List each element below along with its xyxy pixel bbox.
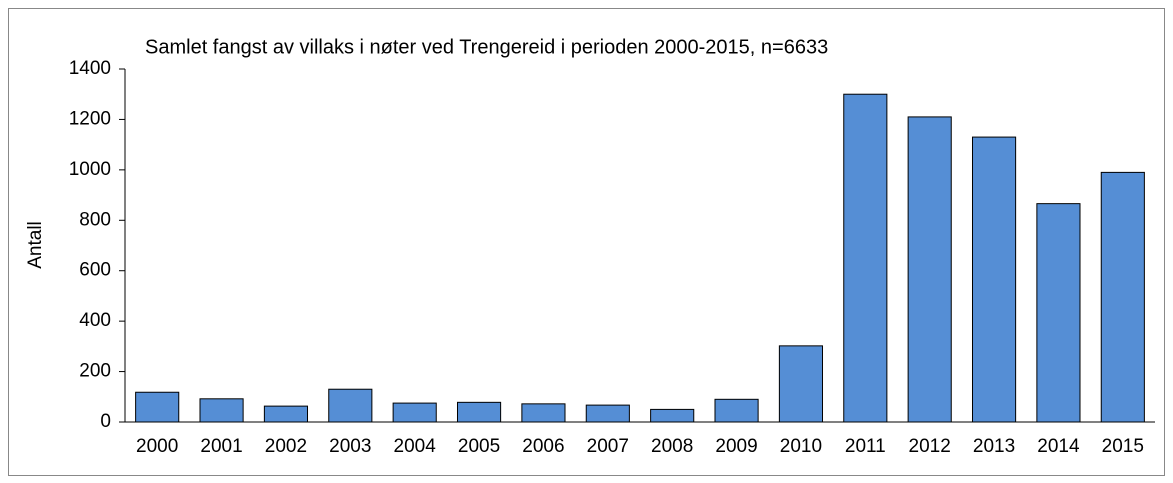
bar	[456, 401, 502, 423]
x-tick-label: 2000	[136, 436, 178, 457]
x-tick-label: 2011	[845, 436, 886, 457]
y-tick-label: 200	[79, 361, 111, 382]
chart-border	[8, 8, 1165, 476]
y-tick-label: 1200	[69, 108, 111, 129]
bar	[328, 388, 373, 423]
bar	[778, 345, 824, 423]
chart-title: Samlet fangst av villaks i nøter ved Tre…	[145, 36, 828, 58]
x-tick-label: 2005	[458, 436, 500, 457]
bar	[907, 116, 952, 423]
bar	[135, 391, 180, 423]
bar	[1036, 203, 1081, 423]
x-tick-label: 2012	[909, 436, 951, 457]
bar	[1100, 171, 1145, 423]
x-tick-label: 2004	[394, 436, 437, 457]
y-tick-label: 800	[79, 209, 111, 230]
x-tick-label: 2007	[587, 436, 629, 457]
bar	[392, 402, 437, 423]
y-tick-label: 1000	[69, 159, 111, 180]
x-tick-label: 2014	[1037, 436, 1080, 457]
x-tick-label: 2001	[200, 436, 242, 457]
x-tick-label: 2010	[780, 436, 822, 457]
x-tick-label: 2003	[329, 436, 371, 457]
y-tick-label: 400	[79, 310, 111, 331]
x-tick-label: 2015	[1102, 436, 1144, 457]
bar	[971, 136, 1017, 423]
y-tick-label: 0	[100, 411, 111, 432]
y-axis-label: Antall	[25, 221, 46, 269]
x-tick-label: 2008	[651, 436, 693, 457]
x-tick-label: 2006	[522, 436, 564, 457]
bar	[585, 404, 630, 423]
bar	[650, 408, 695, 423]
bar	[521, 403, 566, 423]
bar	[843, 93, 888, 423]
y-tick-label: 600	[79, 260, 111, 281]
bar	[263, 405, 309, 423]
x-tick-label: 2013	[973, 436, 1015, 457]
x-tick-label: 2002	[265, 436, 307, 457]
y-tick-label: 1400	[69, 58, 111, 79]
x-tick-label: 2009	[715, 436, 757, 457]
bar	[714, 398, 759, 423]
bar	[199, 398, 244, 423]
